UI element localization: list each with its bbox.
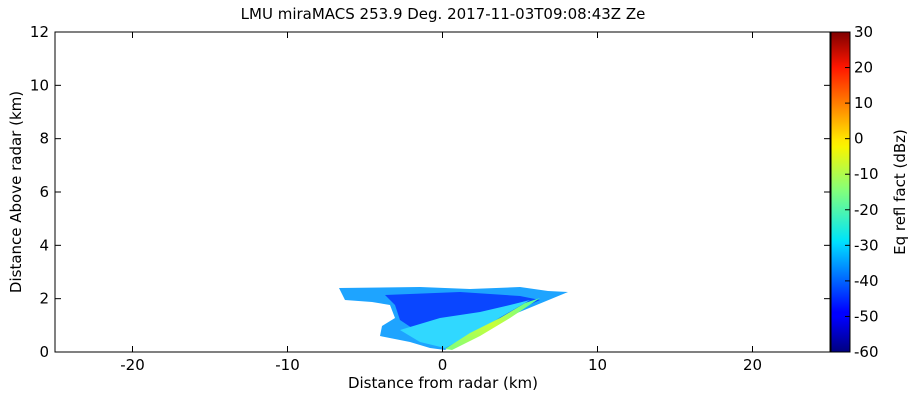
y-tick-label: 6 bbox=[39, 183, 49, 201]
colorbar-tick-label: 20 bbox=[854, 59, 873, 77]
y-tick-label: 12 bbox=[30, 23, 49, 41]
echo-core bbox=[385, 292, 540, 333]
y-tick-label: 8 bbox=[39, 130, 49, 148]
y-tick-label: 0 bbox=[39, 343, 49, 361]
y-tick-label: 2 bbox=[39, 290, 49, 308]
colorbar-tick-label: -50 bbox=[854, 307, 879, 325]
y-tick-label: 4 bbox=[39, 236, 49, 254]
colorbar-tick-label: -20 bbox=[854, 201, 879, 219]
x-tick-label: -10 bbox=[275, 356, 300, 374]
y-tick-label: 10 bbox=[30, 76, 49, 94]
colorbar-tick-label: 10 bbox=[854, 94, 873, 112]
colorbar-tick-label: -10 bbox=[854, 165, 879, 183]
y-axis-label: Distance Above radar (km) bbox=[7, 91, 25, 293]
x-tick-label: 0 bbox=[438, 356, 448, 374]
colorbar-tick-label: -40 bbox=[854, 272, 879, 290]
x-tick-label: -20 bbox=[120, 356, 145, 374]
colorbar-tick-label: -30 bbox=[854, 236, 879, 254]
colorbar-label: Eq refl fact (dBz) bbox=[891, 129, 909, 255]
x-tick-label: 20 bbox=[743, 356, 762, 374]
echo bbox=[339, 287, 568, 350]
x-axis-label: Distance from radar (km) bbox=[348, 374, 538, 392]
echo-band bbox=[445, 298, 540, 350]
x-tick-label: 10 bbox=[588, 356, 607, 374]
echo-light bbox=[400, 300, 530, 348]
colorbar bbox=[830, 31, 851, 353]
colorbar-tick-label: -60 bbox=[854, 343, 879, 361]
colorbar-tick-label: 30 bbox=[854, 23, 873, 41]
chart-title: LMU miraMACS 253.9 Deg. 2017-11-03T09:08… bbox=[241, 5, 646, 23]
colorbar-tick-label: 0 bbox=[854, 130, 864, 148]
